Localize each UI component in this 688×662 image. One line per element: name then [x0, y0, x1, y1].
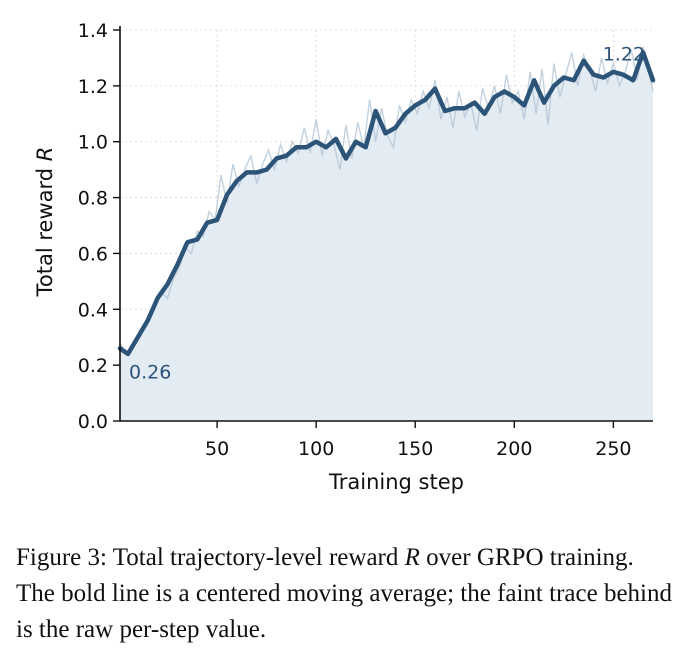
y-tick-label: 0.0 [78, 411, 108, 433]
y-tick-label: 0.2 [78, 355, 108, 377]
caption-prefix: Figure 3: Total trajectory-level reward [16, 544, 405, 571]
reward-chart: 0.00.20.40.60.81.01.21.4 50 100 150 200 250 … [33, 20, 656, 494]
x-tick-label: 200 [496, 438, 532, 460]
raw-reward-trace [119, 46, 654, 356]
moving-average-line [117, 50, 656, 357]
y-tick-label: 1.2 [78, 76, 108, 98]
x-tick-label: 100 [298, 438, 334, 460]
y-axis-label: Total reward R [33, 147, 57, 298]
y-axis-label-symbol: R [33, 147, 57, 162]
y-tick-label: 1.0 [78, 132, 108, 154]
reward-area-fill [120, 52, 653, 421]
end-value-annotation: 1.22 [603, 43, 645, 65]
x-axis-label: Training step [328, 470, 464, 494]
x-tick-label: 150 [397, 438, 433, 460]
caption-symbol: R [404, 544, 420, 571]
y-tick-label: 1.4 [78, 20, 108, 42]
start-value-annotation: 0.26 [129, 361, 171, 383]
x-tick-label: 50 [205, 438, 229, 460]
figure-caption: Figure 3: Total trajectory-level reward … [16, 540, 676, 648]
caption-suffix: over GRPO training. The bold line is a c… [16, 544, 672, 643]
y-tick-label: 0.6 [78, 243, 108, 265]
x-tick-label: 250 [595, 438, 631, 460]
y-tick-label: 0.4 [78, 299, 108, 321]
y-axis-ticks: 0.0 0.2 0.4 0.6 0.8 1.0 1.2 1.4 [78, 20, 120, 433]
x-axis-ticks: 50 100 150 200 250 [205, 421, 632, 460]
y-tick-label: 0.8 [78, 188, 108, 210]
y-axis-label-text: Total reward [33, 161, 57, 297]
